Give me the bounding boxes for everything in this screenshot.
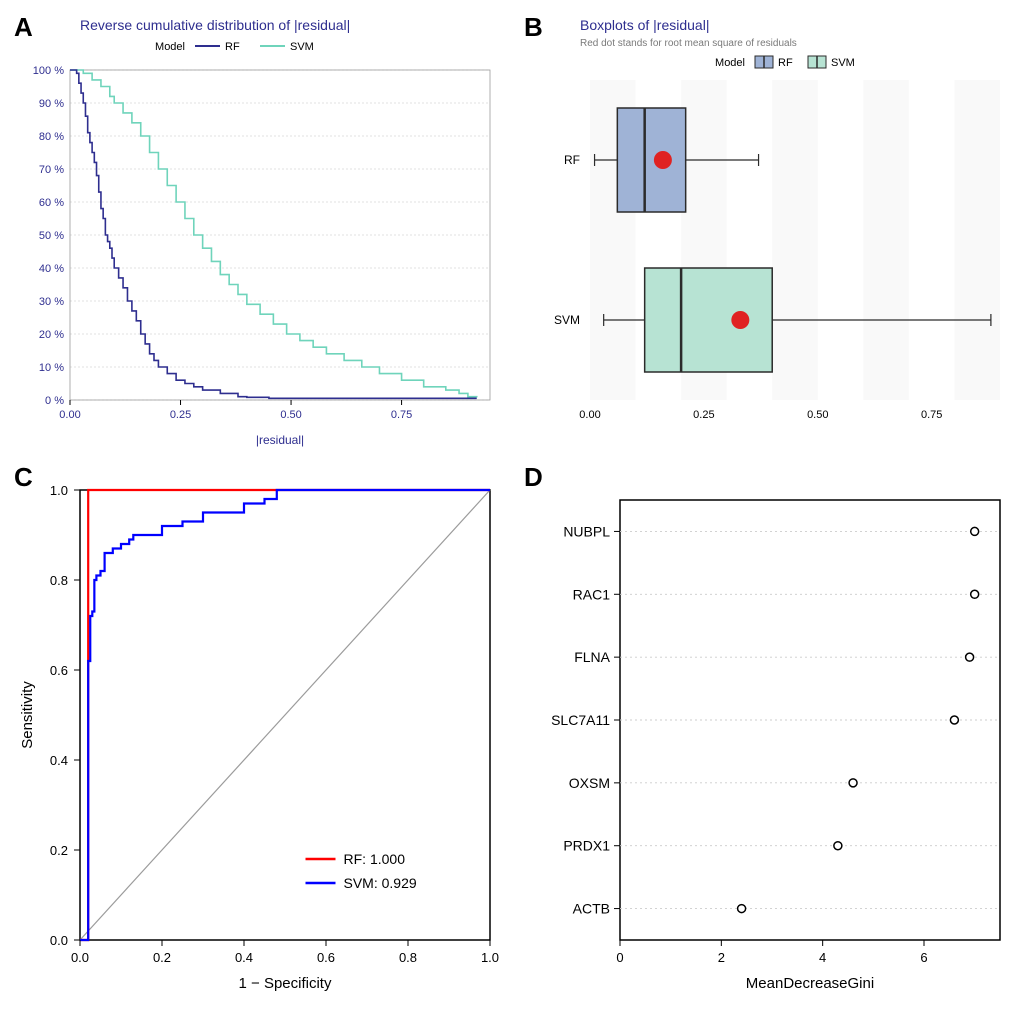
roc-chart: 0.00.0 0.2 0.2 0.4 0.4 0.6 0.6 0.8 0.8 1.0 1.0 1 − … — [10, 460, 510, 1000]
svg-text:FLNA: FLNA — [574, 649, 610, 665]
svg-text:1.0: 1.0 — [50, 483, 68, 498]
svg-text:0.8: 0.8 — [50, 573, 68, 588]
svg-text:0.25: 0.25 — [170, 409, 191, 421]
boxplot-chart: Boxplots of |residual| Red dot stands for… — [520, 10, 1020, 450]
svg-text:70 %: 70 % — [39, 164, 64, 176]
svg-text:RF: RF — [225, 41, 240, 53]
svg-text:0.4: 0.4 — [50, 753, 68, 768]
svg-text:20 %: 20 % — [39, 329, 64, 341]
svg-text:0.0: 0.0 — [50, 933, 68, 948]
svg-text:60 %: 60 % — [39, 197, 64, 209]
svg-text:100 %: 100 % — [33, 65, 64, 77]
svg-text:ACTB: ACTB — [573, 901, 610, 917]
svg-text:30 %: 30 % — [39, 296, 64, 308]
svg-text:Sensitivity: Sensitivity — [19, 681, 36, 749]
svg-text:0.8: 0.8 — [399, 950, 417, 965]
panel-a-label: A — [14, 12, 33, 43]
svg-text:10 %: 10 % — [39, 362, 64, 374]
svg-text:SLC7A11: SLC7A11 — [551, 712, 610, 728]
svg-text:1.0: 1.0 — [481, 950, 499, 965]
panel-c: C 0.00.0 0.2 0.2 0.4 0.4 0.6 0.6 0.8 0.8 1.0 1.0 1 … — [10, 460, 510, 1000]
svg-text:0 %: 0 % — [45, 395, 64, 407]
svg-text:0.00: 0.00 — [579, 409, 600, 421]
svg-text:SVM: SVM — [290, 41, 314, 53]
svg-text:0.00: 0.00 — [59, 409, 80, 421]
panel-c-label: C — [14, 462, 33, 493]
svg-text:6: 6 — [920, 950, 927, 965]
svg-text:Red dot stands for root mean s: Red dot stands for root mean square of r… — [580, 38, 797, 49]
svg-text:90 %: 90 % — [39, 98, 64, 110]
svg-text:SVM: 0.929: SVM: 0.929 — [344, 875, 417, 891]
cdf-chart: Reverse cumulative distribution of |resi… — [10, 10, 510, 450]
svg-text:0.6: 0.6 — [50, 663, 68, 678]
svg-text:SVM: SVM — [554, 313, 580, 327]
svg-text:0.75: 0.75 — [391, 409, 412, 421]
panel-b: B Boxplots of |residual| Red dot stands f… — [520, 10, 1020, 450]
svg-text:Model: Model — [155, 41, 185, 53]
svg-text:0.75: 0.75 — [921, 409, 942, 421]
svg-text:0.2: 0.2 — [153, 950, 171, 965]
svg-text:PRDX1: PRDX1 — [563, 838, 610, 854]
panel-d: D NUBPL RAC1 FLNA SLC7A11 OXSM PRDX1 ACTB 0 2 4 6 M… — [520, 460, 1020, 1000]
svg-text:0.50: 0.50 — [280, 409, 301, 421]
svg-text:0.6: 0.6 — [317, 950, 335, 965]
svg-text:RF: RF — [564, 153, 580, 167]
svg-text:SVM: SVM — [831, 57, 855, 69]
svg-text:0.4: 0.4 — [235, 950, 253, 965]
panel-a: A Reverse cumulative distribution of |re… — [10, 10, 510, 450]
svg-text:Reverse cumulative distributio: Reverse cumulative distribution of |resi… — [80, 17, 350, 33]
svg-text:0.25: 0.25 — [693, 409, 714, 421]
svg-text:0.0: 0.0 — [71, 950, 89, 965]
svg-text:Boxplots of |residual|: Boxplots of |residual| — [580, 17, 709, 33]
svg-text:Model: Model — [715, 57, 745, 69]
svg-text:2: 2 — [718, 950, 725, 965]
svg-text:4: 4 — [819, 950, 826, 965]
svg-text:MeanDecreaseGini: MeanDecreaseGini — [746, 975, 874, 992]
svg-text:0.2: 0.2 — [50, 843, 68, 858]
svg-text:RF: RF — [778, 57, 793, 69]
svg-text:80 %: 80 % — [39, 131, 64, 143]
panel-b-label: B — [524, 12, 543, 43]
svg-text:0.50: 0.50 — [807, 409, 828, 421]
svg-text:OXSM: OXSM — [569, 775, 610, 791]
svg-text:40 %: 40 % — [39, 263, 64, 275]
gini-dotplot: NUBPL RAC1 FLNA SLC7A11 OXSM PRDX1 ACTB 0 2 4 6 Mea… — [520, 460, 1020, 1000]
panel-d-label: D — [524, 462, 543, 493]
svg-text:1 − Specificity: 1 − Specificity — [239, 975, 332, 992]
svg-text:RF: 1.000: RF: 1.000 — [344, 851, 406, 867]
svg-text:50 %: 50 % — [39, 230, 64, 242]
svg-text:NUBPL: NUBPL — [563, 523, 610, 539]
svg-text:RAC1: RAC1 — [573, 586, 611, 602]
svg-text:0: 0 — [616, 950, 623, 965]
svg-text:|residual|: |residual| — [256, 433, 304, 447]
